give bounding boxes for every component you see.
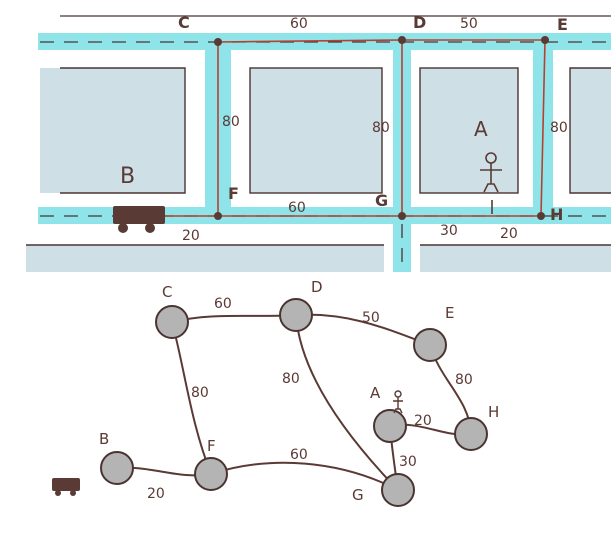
node-e	[413, 328, 447, 362]
map-label-d: D	[413, 13, 426, 32]
street-map: C D E F G H A B 60 50 80 80 80 60 20 30 …	[26, 13, 611, 272]
graph-weight-cd: 60	[214, 296, 232, 312]
map-weight-ga: 30	[440, 223, 458, 239]
node-f	[194, 457, 228, 491]
map-weight-cd: 60	[290, 16, 308, 32]
node-d	[279, 298, 313, 332]
node-g	[381, 473, 415, 507]
map-label-e: E	[557, 15, 568, 34]
graph-weight-ga: 30	[399, 454, 417, 470]
map-label-h: H	[550, 205, 563, 224]
map-label-b: B	[120, 164, 135, 189]
map-weight-ah: 20	[500, 226, 518, 242]
graph-nodes	[100, 298, 488, 507]
edge-c-d	[171, 314, 297, 323]
graph-label-b: B	[99, 430, 109, 448]
block-right	[570, 68, 611, 193]
block-bottom-left	[26, 245, 384, 272]
map-label-f: F	[228, 184, 239, 203]
graph-label-e: E	[445, 304, 454, 322]
map-weight-eh: 80	[550, 120, 568, 136]
graph-weight-ah: 20	[414, 413, 432, 429]
graph-label-a: A	[370, 384, 381, 402]
map-label-c: C	[178, 13, 190, 32]
block-a	[420, 68, 518, 193]
intersection-dots	[214, 36, 549, 220]
person-icon	[480, 152, 502, 214]
node-c	[155, 305, 189, 339]
graph-weight-eh: 80	[455, 372, 473, 388]
block-outlines	[26, 67, 611, 246]
edge-f-g	[210, 461, 399, 491]
graph-weight-fg: 60	[290, 447, 308, 463]
block-bottom-right	[420, 245, 611, 272]
map-weight-fg: 60	[288, 200, 306, 216]
edge-c-f	[171, 321, 212, 475]
node-b	[100, 451, 134, 485]
node-h	[454, 417, 488, 451]
graph-car-icon	[52, 478, 80, 496]
car-icon	[113, 206, 165, 233]
graph-label-d: D	[311, 278, 323, 296]
map-weight-cf: 80	[222, 114, 240, 130]
graph-weight-dg: 80	[282, 371, 300, 387]
map-label-g: G	[375, 191, 388, 210]
edge-d-g	[295, 314, 399, 491]
block-b	[40, 68, 185, 193]
lane-markings	[40, 41, 611, 270]
block-cfgd	[250, 68, 382, 193]
graph: C D E F G H A B 60 50 80 80 80 60 20 30 …	[52, 278, 499, 507]
graph-label-f: F	[207, 437, 216, 455]
graph-label-h: H	[488, 403, 499, 421]
map-weight-de: 50	[460, 16, 478, 32]
map-weight-bf: 20	[182, 228, 200, 244]
graph-weight-cf: 80	[191, 385, 209, 401]
graph-person-icon	[393, 390, 403, 414]
graph-weight-bf: 20	[147, 486, 165, 502]
map-weight-dg: 80	[372, 120, 390, 136]
graph-label-c: C	[162, 283, 172, 301]
map-label-a: A	[474, 117, 488, 141]
graph-weight-de: 50	[362, 310, 380, 326]
node-a	[373, 409, 407, 443]
graph-label-g: G	[352, 486, 364, 504]
